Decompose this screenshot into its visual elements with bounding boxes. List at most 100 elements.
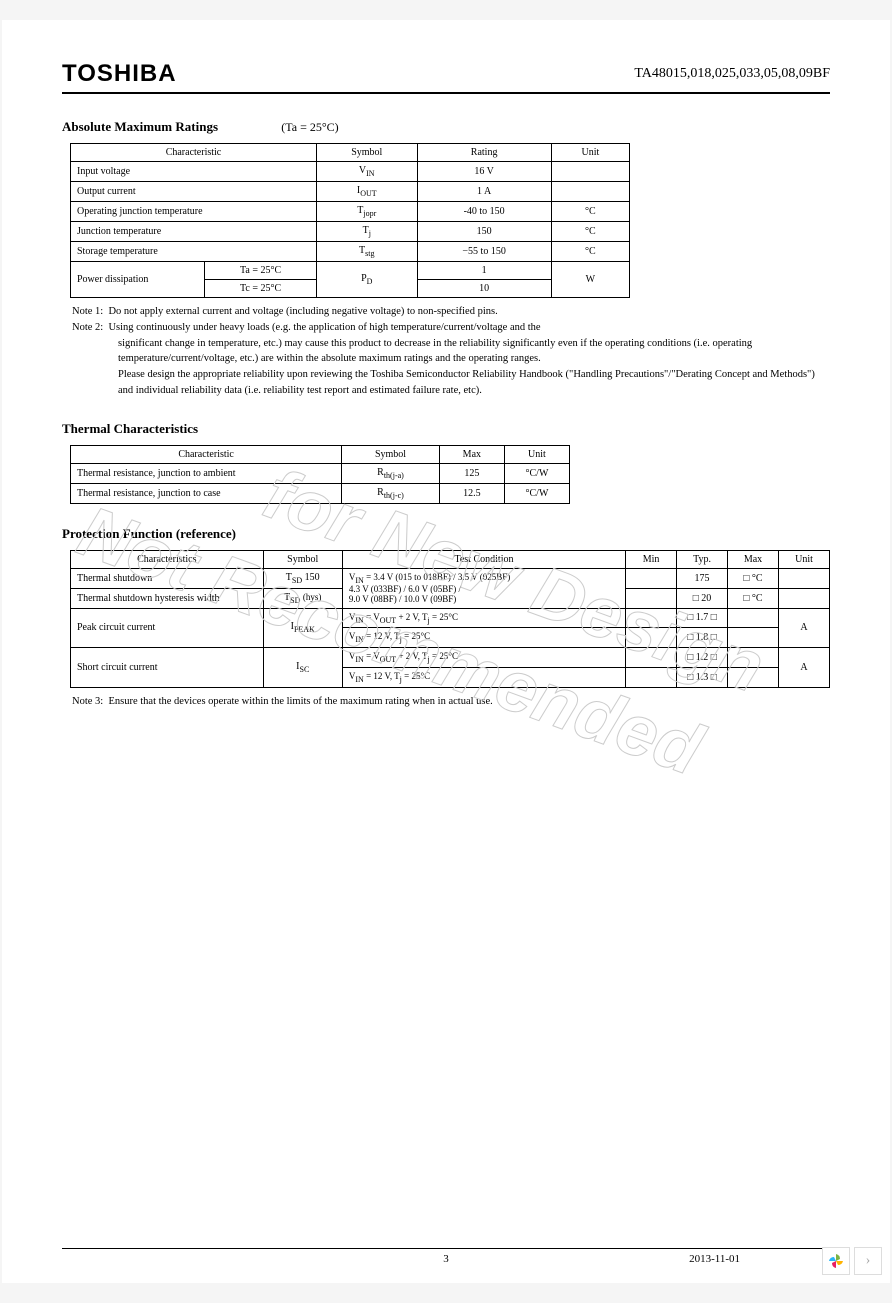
abs-max-title: Absolute Maximum Ratings (Ta = 25°C)	[62, 119, 830, 135]
cell	[728, 608, 779, 628]
cell: Rth(j-a)	[342, 463, 440, 483]
table-row: Storage temperature Tstg −55 to 150 °C	[71, 242, 630, 262]
th-min: Min	[626, 550, 677, 568]
cell: VIN = 3.4 V (015 to 018BF) / 3.5 V (025B…	[342, 568, 625, 608]
cell: 125	[439, 463, 504, 483]
th-typ: Typ.	[677, 550, 728, 568]
cell: 12.5	[439, 483, 504, 503]
table-row: Thermal resistance, junction to ambient …	[71, 463, 570, 483]
cell: Ta = 25°C	[205, 262, 317, 280]
cell	[728, 648, 779, 668]
cell: Peak circuit current	[71, 608, 264, 648]
table-row: Thermal shutdown TSD 150 VIN = 3.4 V (01…	[71, 568, 830, 588]
notes-block: Note 1: Do not apply external current an…	[72, 304, 830, 399]
cell: Power dissipation	[71, 262, 205, 298]
note3: Note 3: Ensure that the devices operate …	[72, 694, 830, 710]
cell: 1	[417, 262, 551, 280]
page-footer: 3 2013-11-01	[62, 1248, 830, 1253]
logo-icon[interactable]	[822, 1247, 850, 1275]
cell: Rth(j-c)	[342, 483, 440, 503]
cell: VIN = 12 V, Tj = 25°C	[342, 628, 625, 648]
note2-body2: Please design the appropriate reliabilit…	[118, 367, 830, 399]
cell: Output current	[71, 182, 317, 202]
prot-title: Protection Function (reference)	[62, 526, 830, 542]
footer-date: 2013-11-01	[689, 1253, 740, 1265]
cell	[626, 628, 677, 648]
cell: □ 20	[677, 588, 728, 608]
cell: VIN = VOUT + 2 V, Tj = 25°C	[342, 648, 625, 668]
th-rating: Rating	[417, 144, 551, 162]
table-row: Peak circuit current IPEAK VIN = VOUT + …	[71, 608, 830, 628]
cell: TSD 150	[263, 568, 342, 588]
table-row: Output current IOUT 1 A	[71, 182, 630, 202]
table-row: Power dissipation Ta = 25°C PD 1 W	[71, 262, 630, 280]
cell: 1 A	[417, 182, 551, 202]
next-button[interactable]: ›	[854, 1247, 882, 1275]
cell	[778, 588, 829, 608]
cell: W	[551, 262, 629, 298]
cell: Input voltage	[71, 162, 317, 182]
table-row: Junction temperature Tj 150 °C	[71, 222, 630, 242]
cell	[728, 667, 779, 687]
cell: °C/W	[504, 483, 569, 503]
cell: IPEAK	[263, 608, 342, 648]
cell: ISC	[263, 648, 342, 688]
prot-table: Characteristics Symbol Test Condition Mi…	[70, 550, 830, 688]
note1: Note 1: Do not apply external current an…	[72, 304, 830, 320]
table-row: Operating junction temperature Tjopr -40…	[71, 202, 630, 222]
th-sym: Symbol	[316, 144, 417, 162]
datasheet-page: Not Recommended for New Design TOSHIBA T…	[2, 20, 890, 1283]
part-number: TA48015,018,025,033,05,08,09BF	[634, 66, 830, 82]
cell: 10	[417, 280, 551, 298]
cell: Junction temperature	[71, 222, 317, 242]
cell: °C/W	[504, 463, 569, 483]
cell: VIN = 12 V, Tj = 25°C	[342, 667, 625, 687]
corner-nav: ›	[822, 1247, 882, 1275]
cell: °C	[551, 202, 629, 222]
cell: 175	[677, 568, 728, 588]
cell: Tc = 25°C	[205, 280, 317, 298]
cell	[626, 568, 677, 588]
cell: □ 1.2 □	[677, 648, 728, 668]
cell: □ 1.7 □	[677, 608, 728, 628]
cell: □ °C	[728, 588, 779, 608]
cell: Operating junction temperature	[71, 202, 317, 222]
th-max: Max	[728, 550, 779, 568]
th-sym: Symbol	[263, 550, 342, 568]
cell	[778, 568, 829, 588]
cell: PD	[316, 262, 417, 298]
cell	[551, 182, 629, 202]
table-row: Short circuit current ISC VIN = VOUT + 2…	[71, 648, 830, 668]
cell: □ 1.3 □	[677, 667, 728, 687]
cell: TSD (hys)	[263, 588, 342, 608]
cell: Short circuit current	[71, 648, 264, 688]
thermal-table: Characteristic Symbol Max Unit Thermal r…	[70, 445, 570, 504]
cell: −55 to 150	[417, 242, 551, 262]
cell: °C	[551, 222, 629, 242]
th-char: Characteristics	[71, 550, 264, 568]
cell: Thermal resistance, junction to ambient	[71, 463, 342, 483]
abs-max-title-text: Absolute Maximum Ratings	[62, 119, 218, 134]
abs-max-table: Characteristic Symbol Rating Unit Input …	[70, 143, 630, 298]
cell: Thermal shutdown	[71, 568, 264, 588]
th-unit: Unit	[778, 550, 829, 568]
page-number: 3	[443, 1253, 449, 1265]
cell: VIN	[316, 162, 417, 182]
cell: 150	[417, 222, 551, 242]
cell	[551, 162, 629, 182]
cell	[626, 608, 677, 628]
cell: IOUT	[316, 182, 417, 202]
note2-body1: significant change in temperature, etc.)…	[118, 336, 830, 368]
cell: Tstg	[316, 242, 417, 262]
cell: A	[778, 608, 829, 648]
cell: □ °C	[728, 568, 779, 588]
cell: -40 to 150	[417, 202, 551, 222]
th-unit: Unit	[551, 144, 629, 162]
th-char: Characteristic	[71, 445, 342, 463]
cell: °C	[551, 242, 629, 262]
chevron-right-icon: ›	[866, 1253, 871, 1269]
th-max: Max	[439, 445, 504, 463]
page-header: TOSHIBA TA48015,018,025,033,05,08,09BF	[62, 60, 830, 94]
cell: 16 V	[417, 162, 551, 182]
th-char: Characteristic	[71, 144, 317, 162]
